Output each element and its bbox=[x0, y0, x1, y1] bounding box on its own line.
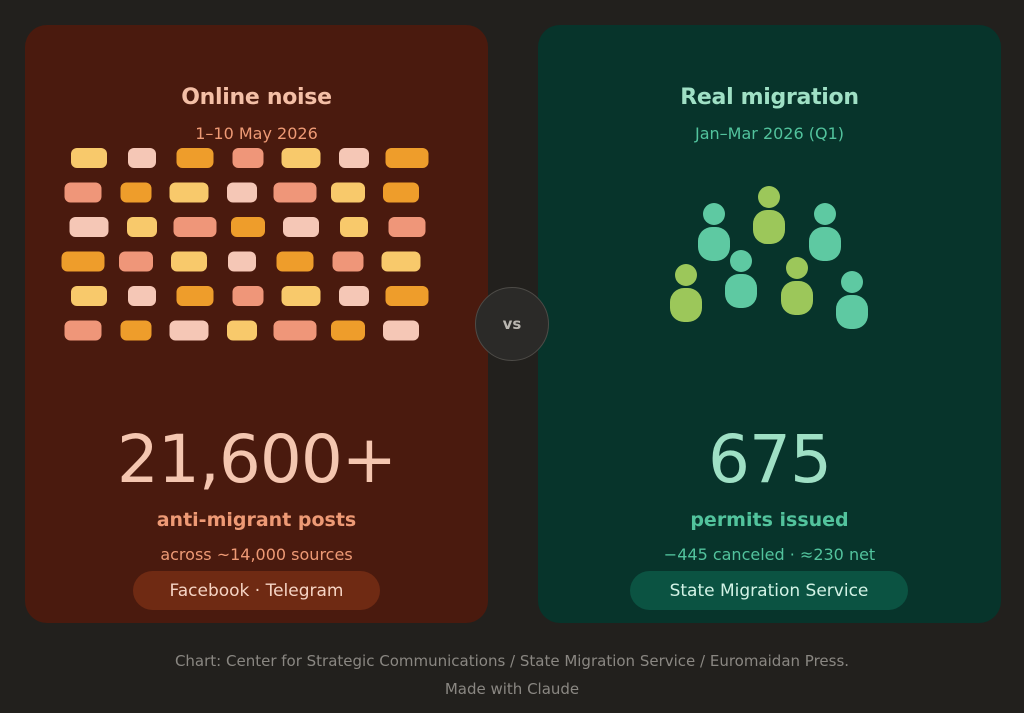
vs-divider: vs bbox=[475, 287, 549, 361]
post-tile-icon bbox=[128, 286, 156, 306]
source-badge-social: Facebook · Telegram bbox=[133, 571, 380, 610]
card-title: Real migration bbox=[680, 85, 859, 110]
post-tile-icon bbox=[176, 148, 214, 168]
metric-note: −445 canceled · ≈230 net bbox=[663, 545, 876, 564]
source-badge-migration-service: State Migration Service bbox=[630, 571, 908, 610]
real-migration-card: Real migration Jan–Mar 2026 (Q1) 675 per… bbox=[538, 25, 1001, 623]
post-tile-icon bbox=[227, 182, 257, 203]
post-tile-icon bbox=[232, 286, 264, 306]
post-tile-icon bbox=[281, 148, 321, 168]
people-pictogram bbox=[670, 186, 868, 329]
post-tile-icon bbox=[120, 182, 152, 203]
card-period: 1–10 May 2026 bbox=[195, 124, 318, 143]
chart-credit: Chart: Center for Strategic Communicatio… bbox=[174, 652, 850, 670]
post-tile-icon bbox=[340, 217, 368, 237]
post-tile-icon bbox=[119, 251, 153, 272]
post-tile-icon bbox=[385, 286, 429, 306]
post-tile-icon bbox=[120, 320, 152, 341]
post-tile-icon bbox=[169, 320, 209, 341]
person-icon bbox=[781, 257, 813, 315]
post-tile-icon bbox=[228, 251, 256, 272]
post-tile-icon bbox=[383, 320, 419, 341]
post-tile-icon bbox=[388, 217, 426, 237]
posts-count: 21,600+ bbox=[116, 421, 397, 498]
post-tile-icon bbox=[231, 217, 265, 237]
person-icon bbox=[698, 203, 730, 261]
post-tile-icon bbox=[383, 182, 419, 203]
post-tile-icon bbox=[381, 251, 421, 272]
card-period: Jan–Mar 2026 (Q1) bbox=[695, 124, 844, 143]
person-icon bbox=[809, 203, 841, 261]
post-tile-icon bbox=[71, 286, 107, 306]
card-title: Online noise bbox=[181, 85, 332, 110]
metric-label: permits issued bbox=[690, 509, 849, 531]
post-tile-icon bbox=[281, 286, 321, 306]
post-tile-icon bbox=[69, 217, 109, 237]
post-tile-icon bbox=[332, 251, 364, 272]
post-tile-icon bbox=[339, 148, 369, 168]
post-tile-icon bbox=[71, 148, 107, 168]
post-tile-icon bbox=[273, 320, 317, 341]
post-tile-icon bbox=[128, 148, 156, 168]
person-icon bbox=[670, 264, 702, 322]
person-icon bbox=[753, 186, 785, 244]
person-icon bbox=[836, 271, 868, 329]
post-tile-icon bbox=[127, 217, 157, 237]
metric-note: across ~14,000 sources bbox=[160, 545, 353, 564]
person-icon bbox=[725, 250, 757, 308]
post-tile-icon bbox=[64, 182, 102, 203]
permits-count: 675 bbox=[708, 421, 832, 498]
post-tile-icon bbox=[276, 251, 314, 272]
post-tile-icon bbox=[232, 148, 264, 168]
post-tile-icon bbox=[385, 148, 429, 168]
post-tile-icon bbox=[273, 182, 317, 203]
post-tile-icon bbox=[171, 251, 207, 272]
post-tile-icon bbox=[283, 217, 319, 237]
metric-label: anti-migrant posts bbox=[156, 509, 357, 531]
post-tile-icon bbox=[331, 182, 365, 203]
post-tile-icon bbox=[61, 251, 105, 272]
post-tiles-pictogram bbox=[61, 148, 429, 341]
made-with-note: Made with Claude bbox=[444, 680, 580, 698]
post-tile-icon bbox=[176, 286, 214, 306]
post-tile-icon bbox=[227, 320, 257, 341]
post-tile-icon bbox=[173, 217, 217, 237]
post-tile-icon bbox=[339, 286, 369, 306]
post-tile-icon bbox=[64, 320, 102, 341]
post-tile-icon bbox=[169, 182, 209, 203]
post-tile-icon bbox=[331, 320, 365, 341]
